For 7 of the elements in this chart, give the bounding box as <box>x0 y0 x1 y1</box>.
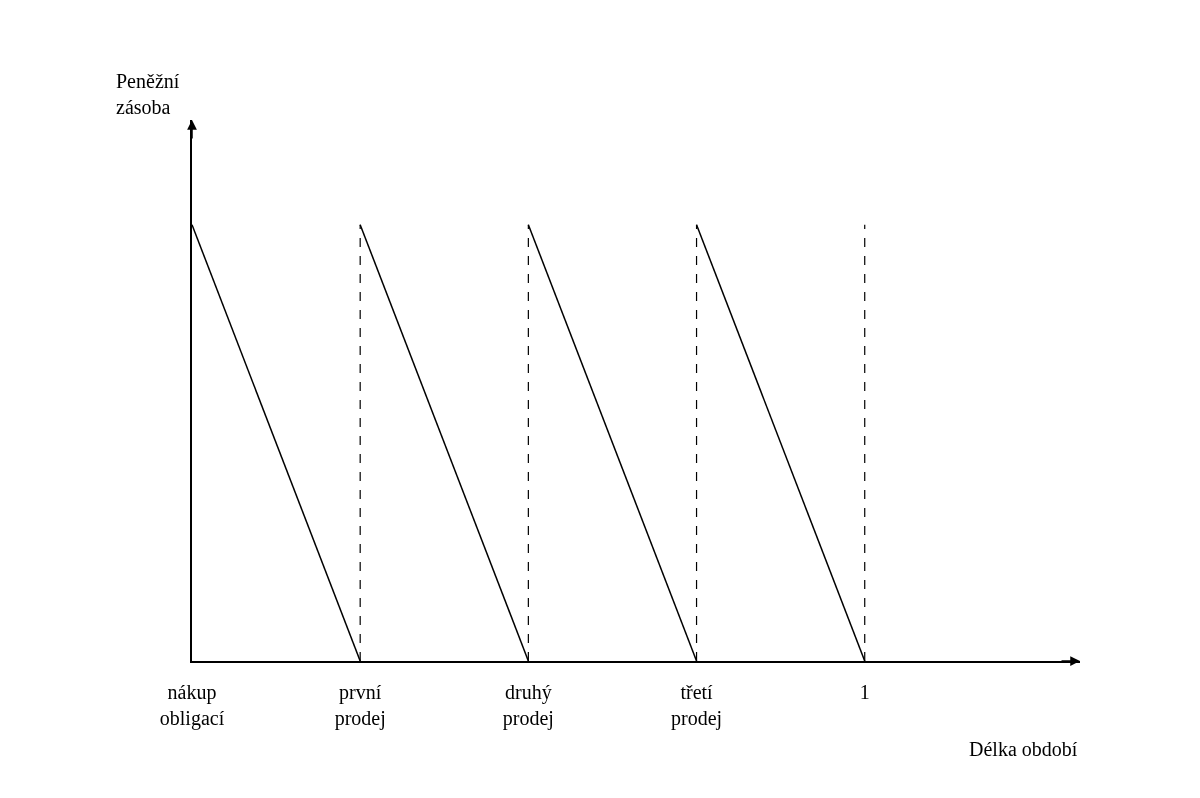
x-axis-title: Délka období <box>969 738 1078 760</box>
x-tick-label: 1 <box>859 680 870 703</box>
x-tick-label: první prodej <box>334 680 386 730</box>
text: Peněžní zásoba <box>116 70 180 118</box>
x-tick-label: třetí prodej <box>671 680 723 730</box>
x-tick-label: druhý prodej <box>502 680 554 730</box>
x-tick-label: nákup obligací <box>159 680 225 730</box>
